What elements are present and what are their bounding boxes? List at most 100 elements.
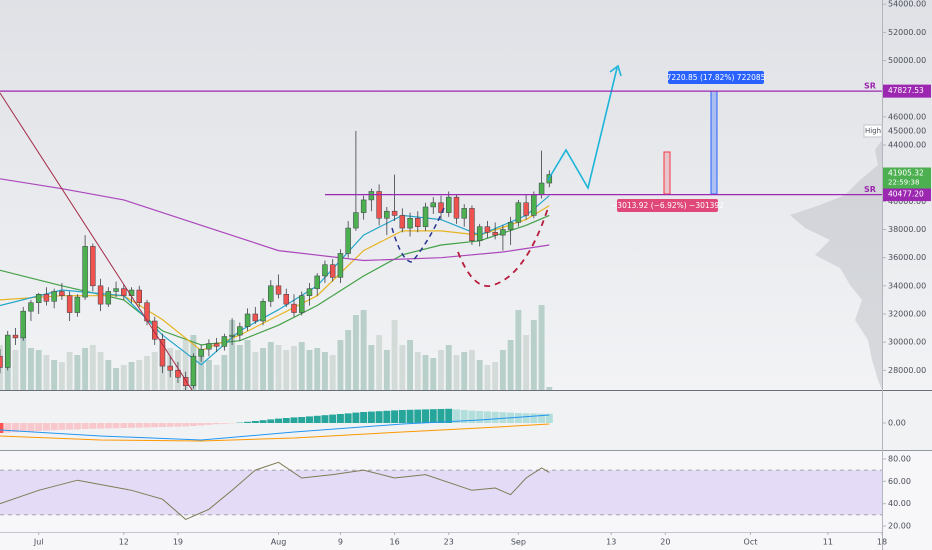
candle-body <box>353 212 359 229</box>
candle-body <box>12 334 19 339</box>
macd-bar <box>375 411 383 423</box>
candle-body <box>175 370 181 378</box>
macd-bar <box>151 423 159 428</box>
candle-body <box>407 217 413 229</box>
volume-bar <box>414 352 421 390</box>
candle-body <box>500 229 506 236</box>
volume-bar <box>476 360 483 390</box>
candle-body <box>136 289 142 303</box>
candle-body <box>206 343 212 350</box>
volume-bar <box>546 387 553 390</box>
volume-bar <box>205 360 212 390</box>
volume-bar <box>438 350 444 390</box>
level-box <box>883 84 931 98</box>
macd-bar <box>514 413 522 423</box>
candle-body <box>461 208 467 219</box>
volume-bar <box>360 310 367 390</box>
volume-bar <box>391 320 398 390</box>
volume-bar <box>58 362 65 390</box>
volume-bar <box>43 355 50 390</box>
candle-body <box>329 264 336 278</box>
pattern-curve <box>457 207 549 287</box>
macd-bar <box>429 409 437 423</box>
x-tick-label: 23 <box>444 538 454 547</box>
candle-body <box>283 294 289 305</box>
candle-body <box>97 285 104 305</box>
candle-body <box>275 285 282 295</box>
y-tick-label: 60.00 <box>888 477 911 486</box>
volume-bar <box>368 345 375 390</box>
x-tick-label: 19 <box>173 538 183 547</box>
macd-bar <box>352 412 360 423</box>
volume-bar <box>314 348 321 390</box>
volume-bar <box>484 365 491 390</box>
macd-bar <box>422 409 430 423</box>
y-tick-label: 36000.00 <box>888 253 926 262</box>
volume-bar <box>151 352 158 390</box>
y-tick-label: 80.00 <box>888 454 911 463</box>
candle-body <box>59 291 65 296</box>
volume-bar <box>298 342 305 390</box>
macd-bar <box>50 423 58 431</box>
volume-bar <box>430 358 437 390</box>
macd-bar <box>313 415 321 423</box>
volume-bar <box>445 345 452 390</box>
volume-bar <box>407 340 413 390</box>
volume-bar <box>236 345 243 390</box>
candle-body <box>20 310 26 339</box>
volume-bar <box>82 348 89 390</box>
measure-label: 7220.85 (17.82%) 722085 <box>667 73 766 82</box>
candle-body <box>221 336 228 347</box>
macd-bar <box>267 419 275 423</box>
macd-bar <box>445 408 453 423</box>
macd-bar <box>321 415 329 423</box>
macd-bar <box>158 423 166 427</box>
volume-bar <box>306 350 313 390</box>
volume-bar <box>221 355 228 390</box>
candle-body <box>484 226 491 233</box>
x-tick-label: 13 <box>606 538 616 547</box>
macd-bar <box>112 423 120 429</box>
macd-bar <box>460 410 468 423</box>
macd-bar <box>213 423 221 425</box>
candle-body <box>538 182 545 195</box>
macd-bar <box>344 413 352 423</box>
candle-body <box>446 196 452 213</box>
candle-body <box>244 313 251 327</box>
candle-body <box>299 295 305 313</box>
volume-bar <box>35 350 42 390</box>
macd-bar <box>530 413 538 423</box>
candle-body <box>453 196 460 219</box>
volume-bar <box>51 360 58 390</box>
indicator-line <box>0 461 550 520</box>
macd-bar <box>522 413 530 423</box>
candle-body <box>74 296 81 313</box>
high-box <box>863 124 883 138</box>
macd-bar <box>66 423 74 430</box>
volume-bar <box>113 368 119 390</box>
volume-bar <box>523 335 530 390</box>
macd-bar <box>282 418 290 423</box>
candle-body <box>469 208 475 242</box>
macd-bar <box>476 411 484 423</box>
candle-body <box>476 226 483 242</box>
last-price: 41905.32 <box>888 169 924 178</box>
level-price: 40477.20 <box>888 190 924 199</box>
level-box <box>883 188 931 202</box>
candle-body <box>430 202 436 208</box>
volume-bar <box>453 355 460 390</box>
macd-bar <box>290 417 298 423</box>
macd-bar <box>336 414 344 423</box>
candle-body <box>268 285 274 302</box>
macd-bar <box>205 423 213 425</box>
macd-bar <box>414 409 422 423</box>
candle-body <box>384 210 390 219</box>
volume-bar <box>89 345 96 390</box>
volume-bar <box>337 340 344 390</box>
macd-bar <box>220 423 228 424</box>
x-tick-label: Sep <box>511 538 526 547</box>
macd-bar <box>483 411 491 423</box>
macd-bar <box>19 423 27 432</box>
volume-bar <box>28 348 34 390</box>
